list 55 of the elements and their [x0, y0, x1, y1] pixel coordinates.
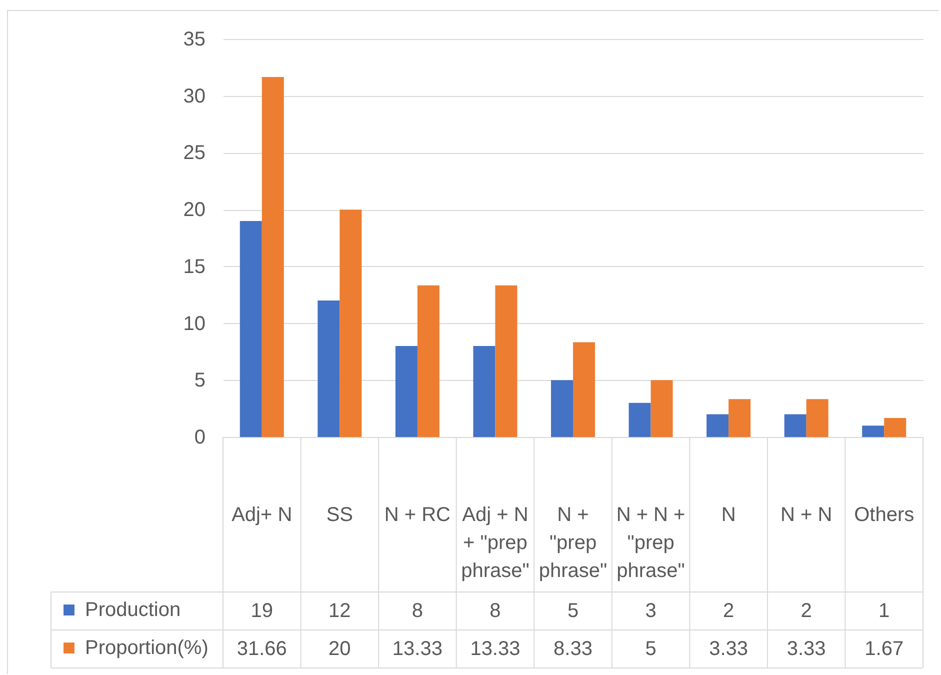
x-tick-label: Adj + N + "prep phrase" — [461, 504, 530, 582]
data-label: 3 — [645, 600, 656, 622]
data-label: 31.66 — [236, 638, 287, 660]
y-tick-label: 10 — [183, 312, 206, 335]
bar — [318, 300, 340, 437]
bar — [650, 380, 673, 437]
x-tick-label: N + N + "prep phrase" — [616, 504, 686, 582]
data-label: 2 — [722, 600, 734, 622]
bar — [728, 399, 751, 437]
bar — [495, 285, 518, 437]
bar — [806, 399, 828, 437]
legend-label: Production — [85, 599, 181, 621]
bar — [417, 285, 440, 437]
bar — [395, 346, 418, 437]
y-tick-label: 0 — [194, 426, 206, 448]
bar — [473, 346, 496, 437]
bar — [262, 76, 284, 437]
legend-label: Proportion(%) — [85, 637, 208, 659]
y-tick-label: 25 — [183, 142, 206, 164]
x-tick-label: N — [721, 504, 736, 526]
data-label: 8.33 — [554, 638, 592, 660]
bar — [884, 418, 906, 437]
data-label: 2 — [800, 600, 812, 622]
x-tick-label: SS — [326, 504, 354, 526]
data-label: 3.33 — [786, 638, 826, 660]
y-tick-label: 30 — [183, 85, 206, 108]
data-label: 1 — [878, 600, 890, 622]
data-label: 1.67 — [864, 638, 904, 660]
bar — [240, 220, 262, 437]
bar — [573, 342, 595, 437]
data-label: 5 — [645, 638, 656, 660]
y-tick-label: 35 — [183, 28, 206, 50]
y-tick-label: 5 — [194, 370, 206, 392]
bar — [551, 380, 573, 437]
bar — [862, 426, 884, 437]
data-label: 19 — [250, 600, 274, 622]
bar — [784, 414, 806, 437]
x-tick-label: Adj+ N — [232, 504, 292, 526]
bar — [706, 414, 729, 437]
y-tick-label: 15 — [183, 256, 206, 278]
data-label: 12 — [328, 600, 351, 622]
x-tick-label: N + N — [780, 504, 832, 526]
y-tick-label: 20 — [183, 199, 206, 222]
data-label: 20 — [328, 638, 351, 660]
data-label: 8 — [490, 600, 501, 622]
x-tick-label: N + "prep phrase" — [538, 504, 608, 582]
data-label: 3.33 — [709, 638, 748, 660]
data-label: 5 — [567, 600, 579, 622]
data-label: 13.33 — [470, 638, 520, 660]
x-tick-label: N + RC — [384, 504, 451, 526]
bar — [628, 402, 651, 437]
data-label: 8 — [412, 600, 424, 622]
data-label: 13.33 — [392, 638, 442, 660]
x-tick-label: Others — [854, 504, 914, 526]
bar — [340, 210, 362, 437]
